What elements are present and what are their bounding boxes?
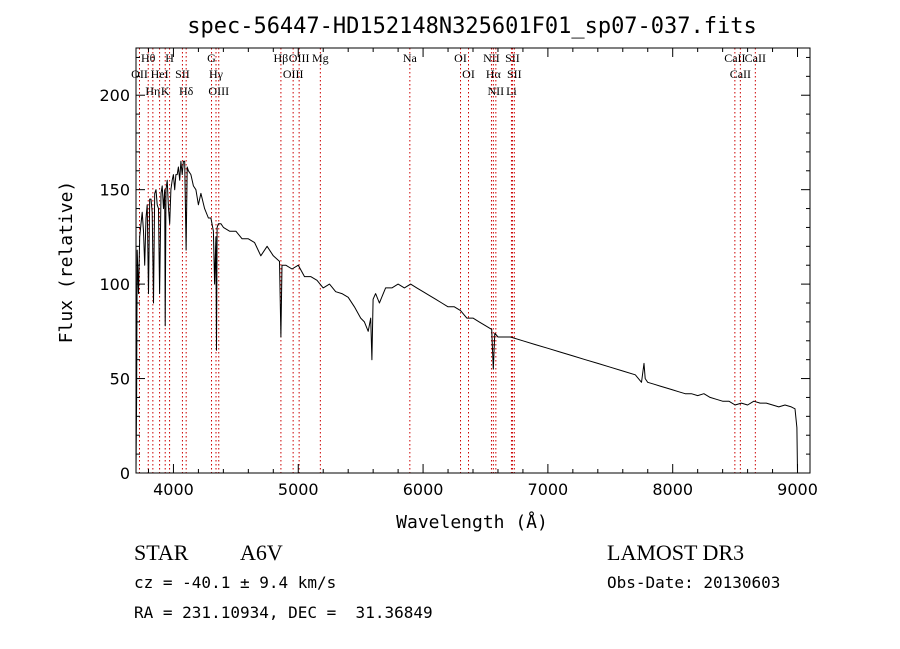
redshift-value: cz = -40.1 ± 9.4 km/s [134,573,337,592]
line-marker: SII [175,48,190,473]
object-class: STAR [134,540,189,565]
line-marker-label: Hβ [274,51,289,65]
line-marker: Li [506,48,517,473]
x-tick-label: 4000 [153,480,194,499]
y-tick-label: 200 [99,86,130,105]
line-marker: Mg [312,48,329,473]
line-marker-label: CaII [724,51,745,65]
y-tick-label: 100 [99,275,130,294]
x-tick-label: 6000 [403,480,444,499]
line-marker: SII [507,48,522,473]
y-tick-label: 150 [99,181,130,200]
line-marker-label: Hη [145,84,160,98]
x-tick-label: 8000 [652,480,693,499]
survey-name: LAMOST DR3 [607,540,745,565]
line-marker: CaII [730,48,751,473]
spectrum-series [135,160,798,474]
line-marker-label: OII [131,67,148,81]
line-marker-label: SII [505,51,520,65]
line-marker: CaII [724,48,746,473]
line-marker: NII [483,48,500,473]
y-axis-label: Flux (relative) [56,181,77,344]
x-axis-label: Wavelength (Å) [396,511,548,533]
line-marker-label: HeI [151,67,169,81]
line-marker: Hα [486,48,502,473]
line-marker-label: Hδ [179,84,194,98]
line-marker-label: CaII [730,67,751,81]
line-marker-label: Hθ [141,51,156,65]
line-marker-label: OIII [208,84,229,98]
line-marker-label: Mg [312,51,329,65]
line-marker-label: NII [483,51,500,65]
line-marker: SII [505,48,520,473]
line-marker-label: Na [403,51,418,65]
line-marker-label: H [165,51,174,65]
line-marker: Na [403,48,418,473]
line-marker-label: Hα [486,67,502,81]
line-marker-label: SII [175,67,190,81]
observation-date: Obs-Date: 20130603 [607,573,781,592]
line-marker: OIII [289,48,310,473]
x-tick-label: 5000 [278,480,319,499]
line-marker: CaII [745,48,766,473]
axes: 4000 5000 6000 7000 8000 9000 0 50 100 150 200 [99,48,818,499]
chart-title: spec-56447-HD152148N325601F01_sp07-037.f… [187,14,757,39]
y-tick-label: 50 [110,370,130,389]
spectrum-line [135,160,798,474]
line-marker: NII [488,48,505,473]
x-tick-label: 9000 [777,480,818,499]
line-marker-label: OIII [283,67,304,81]
line-marker-label: OIII [289,51,310,65]
x-tick-label: 7000 [528,480,569,499]
line-marker-label: CaII [745,51,766,65]
plot-frame [135,47,811,474]
line-marker-label: Hγ [209,67,224,81]
line-marker: H [165,48,174,473]
line-marker-label: G [207,51,216,65]
line-marker: OI [462,48,475,473]
object-subclass: A6V [240,540,283,565]
sky-coordinates: RA = 231.10934, DEC = 31.36849 [134,603,433,622]
line-marker: Hδ [179,48,194,473]
line-marker: OI [454,48,467,473]
line-marker-label: OI [462,67,475,81]
line-marker-label: NII [488,84,505,98]
line-marker: OIII [208,48,229,473]
line-marker-label: SII [507,67,522,81]
line-marker: OIII [283,48,304,473]
line-marker-label: K [161,84,170,98]
y-tick-label: 0 [120,464,130,483]
line-marker: Hβ [274,48,289,473]
line-marker: G [207,48,216,473]
line-marker-label: OI [454,51,467,65]
line-marker-label: Li [506,84,517,98]
